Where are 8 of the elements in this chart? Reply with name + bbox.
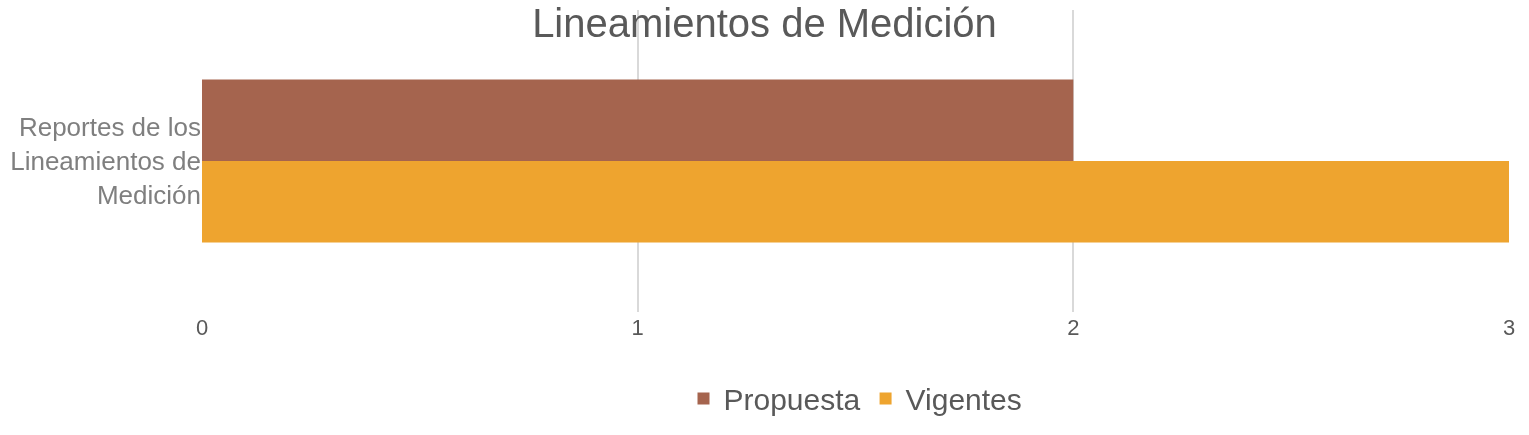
chart-title: Lineamientos de Medición [532, 0, 997, 45]
x-tick-label: 3 [1502, 315, 1516, 340]
legend-label: Vigentes [905, 383, 1022, 417]
y-tick-label: Reportes de los Lineamientos de Medición [10, 112, 201, 210]
legend-label: Propuesta [723, 383, 861, 417]
x-tick-label: 2 [1067, 315, 1080, 340]
x-tick-label: 0 [195, 315, 209, 340]
x-tick-label: 1 [631, 315, 644, 340]
